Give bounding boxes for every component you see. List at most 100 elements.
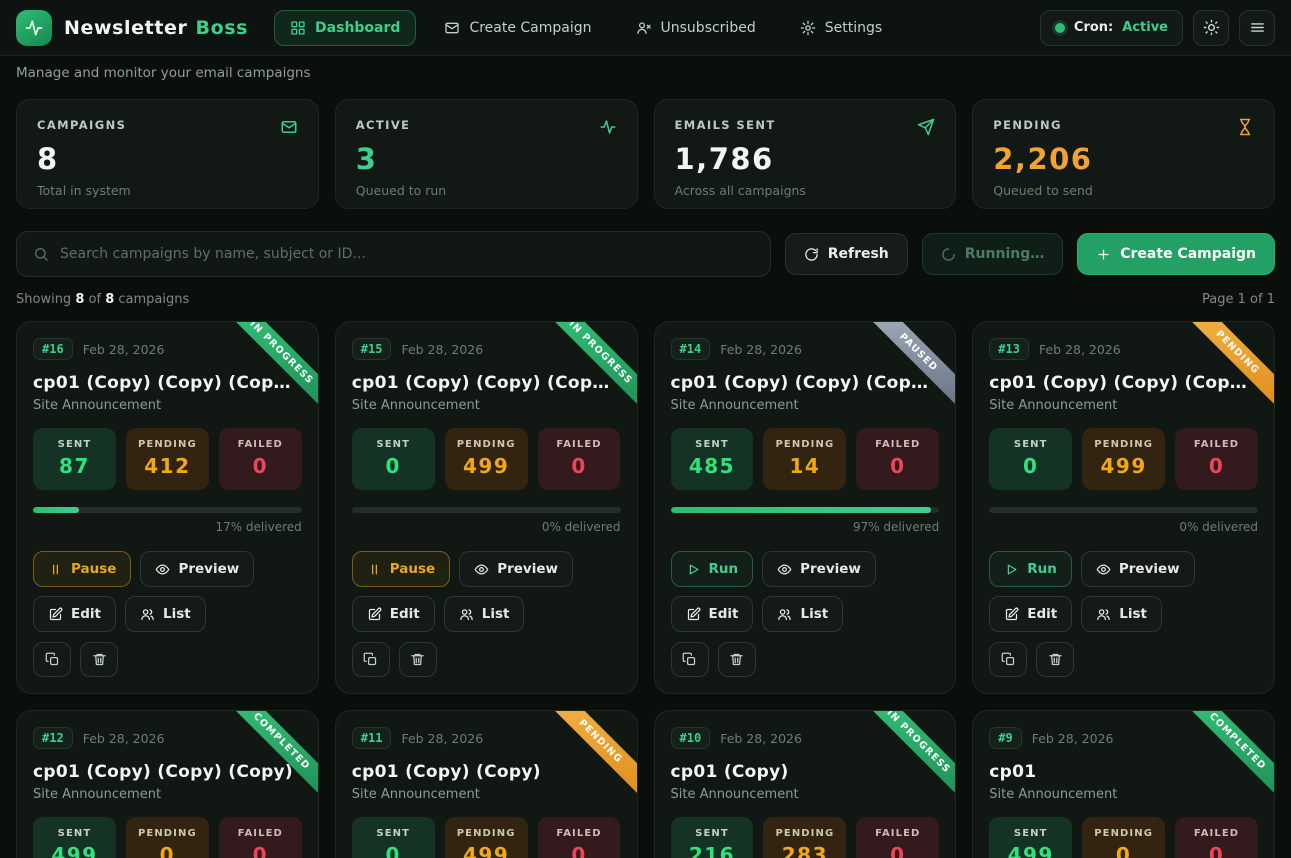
pending-value: 499 [462, 843, 510, 858]
campaign-card-9: COMPLETED #9 Feb 28, 2026 cp01 Site Anno… [972, 710, 1275, 858]
campaign-title: cp01 [989, 762, 1037, 782]
cron-status-badge: Cron: Active [1039, 9, 1183, 46]
sent-stat-box: SENT 485 [670, 428, 754, 490]
failed-stat-box: FAILED 0 [537, 428, 621, 490]
nav-item-unsubscribed[interactable]: Unsubscribed [620, 10, 772, 46]
brand-accent: Boss [195, 16, 249, 39]
brand[interactable]: Newsletter Boss [16, 9, 249, 46]
sent-stat-box: SENT 499 [989, 817, 1073, 858]
pending-value: 412 [144, 454, 191, 478]
failed-value: 0 [571, 843, 587, 858]
action-label: Pause [71, 561, 117, 577]
action-label: Preview [800, 561, 861, 577]
delete-button[interactable] [717, 642, 756, 677]
grid-icon [290, 20, 306, 36]
campaign-subject: Site Announcement [33, 787, 162, 802]
campaign-title: cp01 (Copy) (Copy) (Copy) (Cop… [670, 373, 940, 393]
create-campaign-button[interactable]: Create Campaign [1077, 233, 1275, 275]
pending-value: 0 [159, 843, 176, 858]
sent-stat-box: SENT 0 [351, 817, 435, 858]
nav-item-create-campaign[interactable]: Create Campaign [428, 10, 607, 46]
refresh-button[interactable]: Refresh [784, 233, 908, 275]
sent-label: SENT [695, 439, 729, 450]
failed-stat-box: FAILED 0 [856, 817, 940, 858]
pause-button[interactable]: Pause [33, 551, 132, 587]
failed-label: FAILED [875, 828, 921, 839]
users-icon [1096, 607, 1111, 622]
users-icon [777, 607, 792, 622]
sent-stat-box: SENT 87 [33, 428, 116, 490]
pending-label: PENDING [456, 439, 516, 450]
trash-icon [729, 652, 744, 667]
campaign-id-badge: #9 [989, 727, 1022, 749]
theme-toggle-button[interactable] [1193, 9, 1229, 46]
card-actions-primary: Pause Preview Edit List [33, 551, 302, 632]
menu-button[interactable] [1239, 9, 1275, 46]
trash-icon [92, 652, 107, 667]
delete-button[interactable] [1036, 642, 1075, 677]
failed-value: 0 [1208, 843, 1225, 858]
campaign-card-10: IN PROGRESS #10 Feb 28, 2026 cp01 (Copy)… [653, 710, 957, 858]
sent-value: 87 [59, 454, 90, 478]
pending-stat-box: PENDING 0 [125, 817, 209, 858]
edit-button[interactable]: Edit [33, 596, 116, 632]
failed-stat-box: FAILED 0 [1175, 428, 1258, 490]
failed-value: 0 [1208, 454, 1225, 478]
delete-button[interactable] [398, 642, 437, 677]
failed-label: FAILED [237, 439, 283, 450]
duplicate-button[interactable] [989, 642, 1028, 677]
duplicate-button[interactable] [670, 642, 709, 677]
run-button[interactable]: Run [670, 551, 754, 587]
search-box[interactable] [16, 231, 771, 277]
sent-label: SENT [1013, 439, 1048, 450]
list-button[interactable]: List [124, 596, 206, 632]
delete-button[interactable] [80, 642, 118, 677]
failed-stat-box: FAILED 0 [856, 428, 940, 490]
delivered-percent-text: 0% delivered [541, 520, 621, 534]
play-icon [1004, 562, 1019, 577]
nav-item-dashboard[interactable]: Dashboard [274, 9, 417, 46]
list-button[interactable]: List [762, 596, 844, 632]
user-x-icon [636, 20, 652, 36]
failed-value: 0 [252, 843, 268, 858]
campaign-id-badge: #16 [33, 338, 73, 360]
edit-button[interactable]: Edit [351, 596, 435, 632]
send-icon [917, 118, 935, 136]
edit-button[interactable]: Edit [670, 596, 754, 632]
activity-logo-icon [16, 9, 52, 46]
edit-button[interactable]: Edit [989, 596, 1073, 632]
delivery-progress-bar [33, 507, 302, 513]
duplicate-button[interactable] [351, 642, 390, 677]
campaign-id-badge: #12 [33, 727, 73, 749]
card-actions-secondary [351, 642, 621, 677]
search-input[interactable] [60, 246, 754, 262]
campaign-subject: Site Announcement [351, 787, 480, 802]
nav-item-label: Settings [824, 19, 883, 36]
card-actions-secondary [989, 642, 1258, 677]
controls-row: Refresh Running… Create Campaign [0, 209, 1291, 277]
failed-label: FAILED [1193, 439, 1240, 450]
list-button[interactable]: List [443, 596, 525, 632]
preview-button[interactable]: Preview [140, 551, 255, 587]
pending-stat-box: PENDING 0 [1082, 817, 1166, 858]
running-status-button[interactable]: Running… [921, 233, 1064, 275]
list-button[interactable]: List [1081, 596, 1162, 632]
sent-label: SENT [376, 828, 411, 839]
page-indicator: Page 1 of 1 [1202, 292, 1275, 307]
campaign-card-15: IN PROGRESS #15 Feb 28, 2026 cp01 (Copy)… [334, 321, 638, 694]
duplicate-button[interactable] [33, 642, 71, 677]
pause-button[interactable]: Pause [351, 551, 451, 587]
preview-button[interactable]: Preview [762, 551, 876, 587]
running-label: Running… [964, 246, 1045, 262]
nav-item-settings[interactable]: Settings [784, 10, 898, 46]
campaign-subject: Site Announcement [351, 398, 480, 413]
trash-icon [1048, 652, 1063, 667]
sent-label: SENT [695, 828, 729, 839]
stats-row: CAMPAIGNS 8 Total in system ACTIVE 3 Que… [0, 93, 1291, 209]
run-button[interactable]: Run [989, 551, 1072, 587]
campaign-title: cp01 (Copy) (Copy) (Copy) [33, 762, 293, 782]
preview-button[interactable]: Preview [459, 551, 573, 587]
search-icon [33, 246, 49, 262]
eye-icon [1096, 562, 1111, 577]
preview-button[interactable]: Preview [1080, 551, 1195, 587]
